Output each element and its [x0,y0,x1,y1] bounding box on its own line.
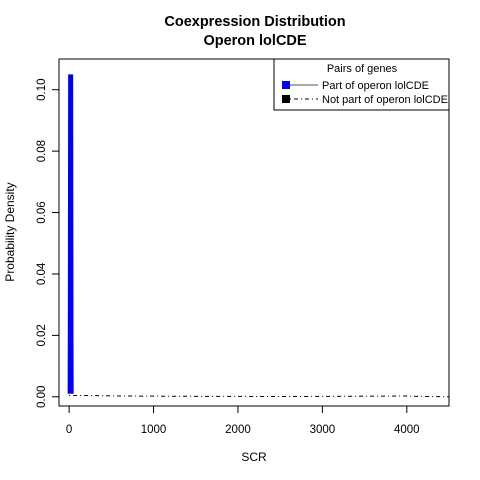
x-axis-label: SCR [241,450,267,464]
legend-title: Pairs of genes [327,63,398,75]
x-tick-label: 3000 [310,424,336,436]
y-tick-label: 0.04 [36,262,48,285]
chart-subtitle: Operon lolCDE [203,33,306,49]
series-line [69,395,449,398]
chart-title: Coexpression Distribution [164,14,345,30]
legend: Pairs of genes Part of operon lolCDE Not … [273,58,450,111]
plot-frame [58,58,450,407]
y-axis-label: Probability Density [3,182,17,281]
y-axis: 0.00 0.02 0.04 0.06 0.08 0.10 [36,79,59,408]
legend-swatch [282,95,290,103]
y-tick-label: 0.10 [36,79,48,101]
y-tick-label: 0.08 [36,140,48,162]
legend-label: Not part of operon lolCDE [322,94,448,106]
series-layer [67,74,449,398]
x-tick-label: 2000 [225,424,251,436]
y-tick-label: 0.02 [36,324,48,346]
x-tick-label: 1000 [141,424,167,436]
x-axis: 0 1000 2000 3000 4000 [66,406,420,436]
x-tick-label: 4000 [394,424,420,436]
series-line [67,74,74,394]
x-tick-label: 0 [66,424,72,436]
y-tick-label: 0.06 [36,201,48,223]
y-tick-label: 0.00 [36,386,48,408]
legend-swatch [282,81,290,89]
legend-label: Part of operon lolCDE [322,80,429,92]
